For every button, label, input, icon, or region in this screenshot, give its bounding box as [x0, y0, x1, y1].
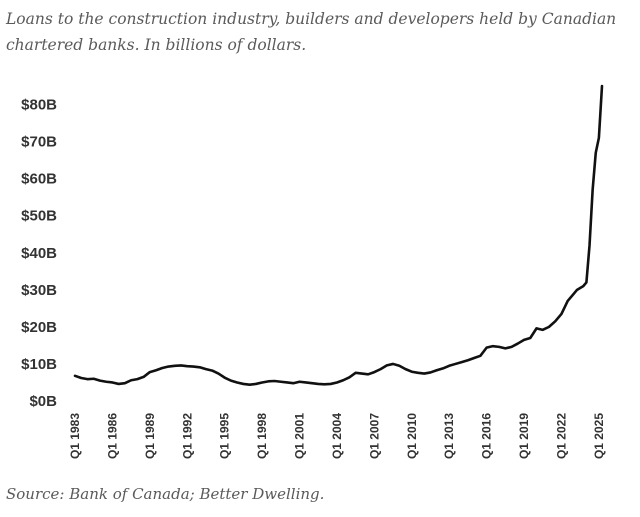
y-axis: $0B $10B $20B $30B $40B $50B $60B $70B $80B	[21, 97, 57, 410]
y-tick-label: $40B	[21, 245, 57, 262]
series-line	[73, 84, 604, 386]
x-axis: Q1 1983 Q1 1986 Q1 1989 Q1 1992 Q1 1995 Q1 19…	[68, 413, 606, 459]
y-tick-label: $60B	[21, 171, 57, 188]
x-tick-label: Q1 1989	[143, 413, 157, 459]
x-tick-label: Q1 2001	[293, 413, 307, 459]
y-tick-label: $30B	[21, 282, 57, 299]
chart-area: $0B $10B $20B $30B $40B $50B $60B $70B $80B Q1 1…	[21, 84, 606, 459]
x-tick-label: Q1 2025	[592, 413, 606, 459]
x-tick-label: Q1 2004	[330, 413, 344, 459]
x-tick-label: Q1 2016	[480, 413, 494, 459]
x-tick-label: Q1 2019	[517, 413, 531, 459]
x-tick-label: Q1 2010	[405, 413, 419, 459]
y-tick-label: $80B	[21, 97, 57, 114]
plot-area	[73, 84, 604, 386]
chart-title: Loans to the construction industry, buil…	[6, 10, 617, 54]
x-tick-label: Q1 1986	[105, 413, 119, 459]
x-tick-label: Q1 2013	[442, 413, 456, 459]
y-tick-label: $70B	[21, 134, 57, 151]
y-tick-label: $0B	[29, 393, 57, 410]
y-tick-label: $50B	[21, 208, 57, 225]
x-tick-label: Q1 1983	[68, 413, 82, 459]
x-tick-label: Q1 1992	[180, 413, 194, 459]
x-tick-label: Q1 1995	[218, 413, 232, 459]
y-tick-label: $10B	[21, 356, 57, 373]
x-tick-label: Q1 2022	[554, 413, 568, 459]
x-tick-label: Q1 1998	[255, 413, 269, 459]
y-tick-label: $20B	[21, 319, 57, 336]
x-tick-label: Q1 2007	[367, 413, 381, 459]
source-note: Source: Bank of Canada; Better Dwelling.	[6, 485, 325, 503]
